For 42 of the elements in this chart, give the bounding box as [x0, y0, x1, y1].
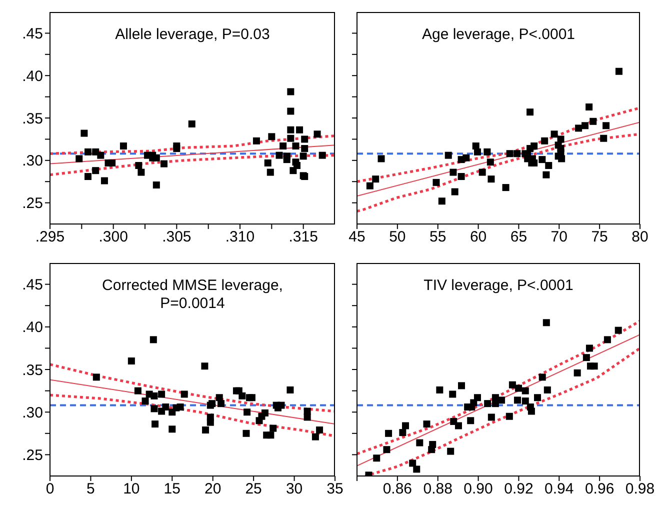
- x-tick-label: .300: [98, 228, 128, 246]
- x-tick-label: 0.92: [504, 480, 534, 498]
- x-tick-label: 0.88: [423, 480, 452, 498]
- y-tick-label: .25: [22, 447, 43, 464]
- x-tick-label: 15: [164, 480, 180, 498]
- x-tick-label: 50: [389, 228, 406, 246]
- x-tick-label: 45: [348, 228, 366, 246]
- x-tick-label: 0.90: [464, 480, 493, 498]
- x-tick-label: 0: [46, 480, 54, 498]
- text: Allele leverage, P=0.03: [114, 26, 271, 44]
- y-tick-label: .30: [22, 404, 43, 422]
- x-tick-label: 10: [123, 480, 140, 498]
- x-tick-label: 65: [510, 228, 528, 246]
- text: Corrected MMSE leverage, P=0.0014: [101, 277, 284, 313]
- x-tick-label: 30: [286, 480, 303, 498]
- x-tick-label: .295: [35, 228, 65, 246]
- x-tick-label: 70: [550, 228, 568, 246]
- y-tick-label: .35: [22, 362, 43, 379]
- text: Age leverage, P<.0001: [420, 26, 576, 44]
- x-tick-label: .315: [288, 228, 318, 246]
- x-tick-label: 0.98: [625, 480, 655, 498]
- x-tick-label: 0.94: [544, 480, 574, 498]
- x-tick-label: 60: [470, 228, 487, 246]
- text: TIV leverage, P<.0001: [422, 277, 574, 295]
- y-tick-label: .35: [22, 110, 43, 128]
- y-tick-label: .45: [22, 26, 43, 43]
- x-tick-label: 20: [204, 480, 222, 498]
- y-tick-label: .45: [22, 276, 43, 294]
- x-tick-label: 0.86: [382, 480, 412, 498]
- x-tick-label: 25: [245, 480, 262, 498]
- x-tick-label: .310: [225, 228, 255, 246]
- x-tick-label: .305: [162, 228, 192, 246]
- x-tick-label: 0.96: [584, 480, 614, 498]
- x-tick-label: 55: [430, 228, 446, 246]
- x-tick-label: 5: [86, 480, 95, 498]
- x-tick-label: 75: [591, 228, 608, 246]
- y-tick-label: .40: [22, 68, 43, 85]
- x-tick-label: 80: [632, 228, 648, 246]
- y-tick-label: .25: [22, 195, 43, 212]
- y-tick-label: .40: [22, 319, 43, 336]
- x-tick-label: 35: [326, 480, 344, 498]
- y-tick-label: .30: [22, 152, 43, 170]
